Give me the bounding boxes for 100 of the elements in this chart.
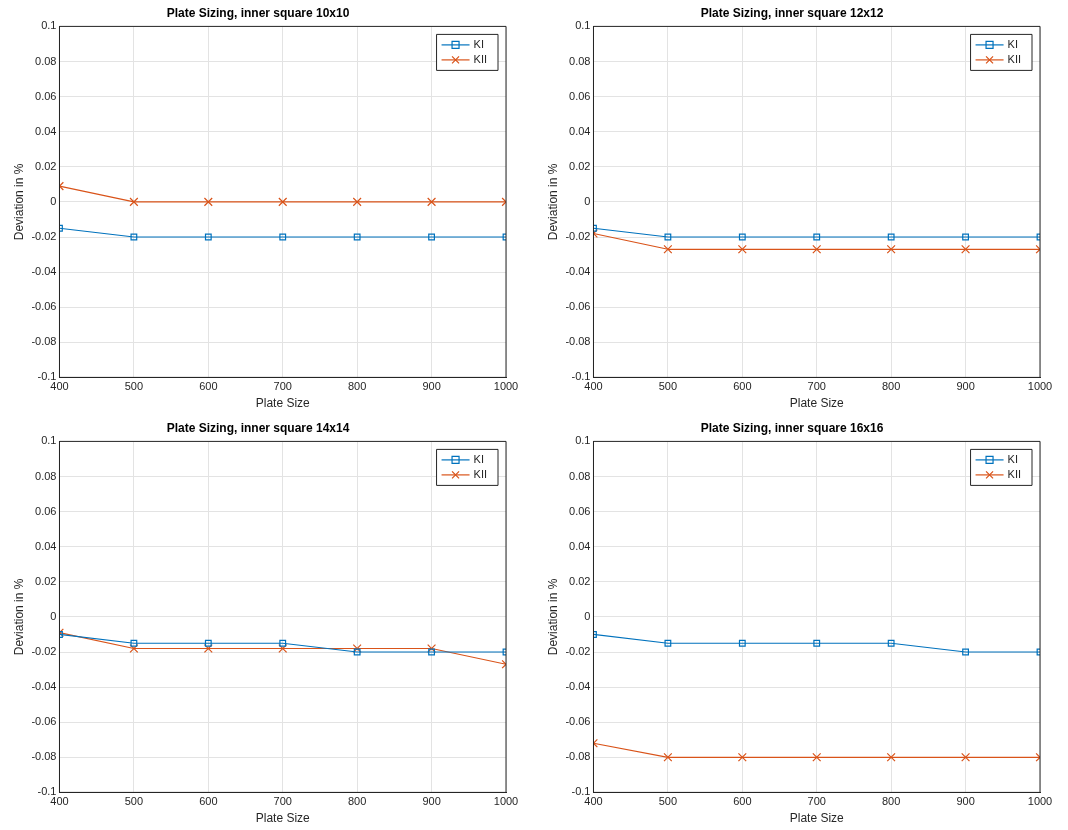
y-tick-label: 0.06 [569, 89, 591, 102]
point [204, 233, 212, 241]
point [130, 639, 138, 647]
y-tick-label: 0.1 [575, 434, 591, 447]
y-tick-label: 0.08 [569, 469, 591, 482]
y-tick-label: 0.02 [35, 159, 57, 172]
y-tick-label: 0.04 [35, 539, 57, 552]
y-axis-title: Deviation in % [11, 163, 26, 241]
point [813, 233, 821, 241]
point [352, 197, 362, 207]
chart-title: Plate Sizing, inner square 10x10 [166, 5, 350, 20]
x-tick-label: 500 [124, 795, 144, 808]
point [427, 644, 437, 653]
legend-label: KII [1007, 52, 1021, 65]
x-tick-label: 500 [658, 380, 678, 393]
x-tick-label: 400 [584, 795, 603, 808]
x-tick-label: 400 [584, 380, 603, 393]
x-tick-label: 800 [347, 380, 367, 393]
x-tick-label: 1000 [493, 380, 519, 393]
x-tick-label: 700 [273, 380, 292, 393]
y-tick-label: -0.1 [37, 370, 57, 383]
point [130, 233, 138, 241]
point [886, 752, 896, 762]
y-tick-label: 0 [50, 194, 57, 207]
y-tick-label: -0.06 [31, 300, 57, 313]
y-tick-label: -0.08 [31, 335, 57, 348]
y-tick-label: -0.02 [565, 645, 591, 658]
x-axis-title: Plate Size [255, 396, 311, 411]
x-axis-title: Plate Size [789, 396, 845, 411]
point [663, 244, 673, 254]
y-tick-label: 0 [50, 609, 57, 622]
y-tick-label: 0.1 [41, 434, 57, 447]
y-tick-label: -0.06 [31, 715, 57, 728]
y-tick-label: -0.1 [571, 370, 591, 383]
y-axis-title: Deviation in % [545, 163, 560, 241]
y-tick-label: 0.02 [569, 159, 591, 172]
y-tick-label: 0.06 [35, 504, 57, 517]
y-tick-label: -0.1 [571, 785, 591, 798]
y-tick-label: -0.08 [31, 750, 57, 763]
point [961, 752, 971, 762]
x-tick-label: 700 [807, 795, 826, 808]
x-tick-label: 600 [199, 795, 218, 808]
x-tick-label: 500 [658, 795, 678, 808]
point [278, 197, 288, 207]
x-tick-label: 800 [881, 380, 901, 393]
x-tick-label: 900 [422, 795, 441, 808]
y-tick-label: 0 [584, 194, 591, 207]
legend-label: KI [1007, 37, 1018, 50]
x-axis-title: Plate Size [255, 811, 311, 826]
y-tick-label: -0.02 [565, 230, 591, 243]
x-tick-label: 600 [199, 380, 218, 393]
point [428, 648, 436, 656]
point [962, 648, 970, 656]
legend-label: KII [473, 467, 487, 480]
x-tick-label: 600 [733, 795, 752, 808]
point [427, 197, 437, 207]
x-tick-label: 400 [50, 380, 69, 393]
x-tick-label: 800 [881, 795, 901, 808]
y-tick-label: 0.1 [575, 19, 591, 32]
x-tick-label: 900 [956, 795, 975, 808]
x-tick-label: 800 [347, 795, 367, 808]
legend-label: KI [473, 37, 484, 50]
y-tick-label: 0.02 [35, 574, 57, 587]
legend-label: KI [473, 452, 484, 465]
y-tick-label: -0.08 [565, 335, 591, 348]
x-tick-label: 400 [50, 795, 69, 808]
y-tick-label: -0.04 [31, 680, 57, 693]
y-tick-label: -0.04 [565, 265, 591, 278]
point [663, 752, 673, 762]
y-tick-label: -0.02 [31, 230, 57, 243]
legend-label: KII [1007, 467, 1021, 480]
y-tick-label: 0 [584, 609, 591, 622]
point [886, 244, 896, 254]
point [203, 197, 213, 207]
y-tick-label: -0.08 [565, 750, 591, 763]
legend-label: KI [1007, 452, 1018, 465]
point [279, 639, 287, 647]
y-tick-label: 0.08 [569, 54, 591, 67]
y-tick-label: 0.08 [35, 54, 57, 67]
y-tick-label: -0.04 [31, 265, 57, 278]
point [353, 648, 361, 656]
point [279, 233, 287, 241]
y-axis-title: Deviation in % [545, 578, 560, 656]
y-tick-label: 0.1 [41, 19, 57, 32]
x-tick-label: 1000 [1027, 380, 1053, 393]
x-tick-label: 700 [807, 380, 826, 393]
y-tick-label: -0.06 [565, 300, 591, 313]
x-tick-label: 500 [124, 380, 144, 393]
y-tick-label: 0.04 [35, 124, 57, 137]
y-tick-label: 0.06 [35, 89, 57, 102]
y-tick-label: 0.04 [569, 539, 591, 552]
point [738, 639, 746, 647]
point [738, 233, 746, 241]
point [353, 233, 361, 241]
chart-title: Plate Sizing, inner square 12x12 [700, 5, 884, 20]
y-tick-label: 0.08 [35, 469, 57, 482]
point [812, 752, 822, 762]
y-tick-label: 0.06 [569, 504, 591, 517]
y-tick-label: 0.02 [569, 574, 591, 587]
y-tick-label: 0.04 [569, 124, 591, 137]
